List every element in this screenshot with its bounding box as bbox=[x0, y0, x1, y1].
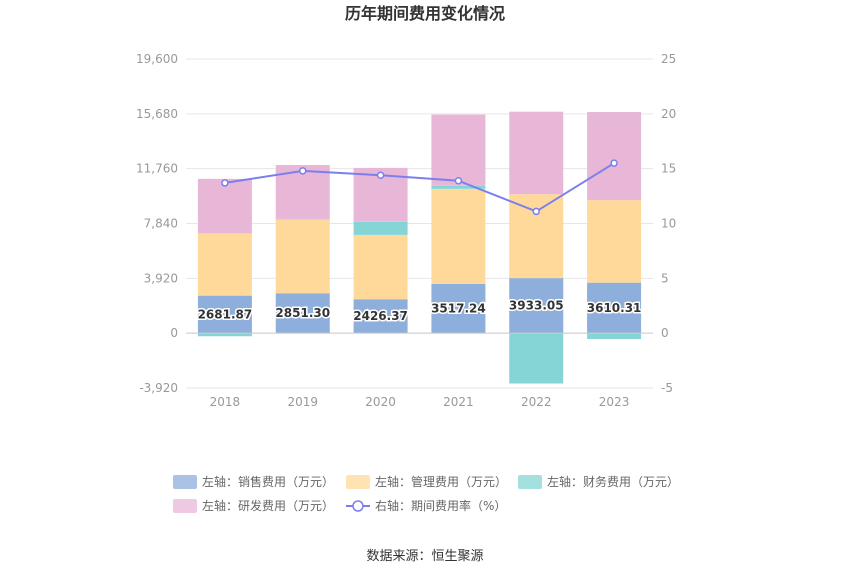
bar-segment[interactable] bbox=[431, 114, 486, 186]
bar-data-label: 2681.87 bbox=[198, 307, 253, 321]
legend-swatch bbox=[518, 475, 542, 489]
bar-segment[interactable] bbox=[509, 333, 564, 384]
bar-segment[interactable] bbox=[431, 283, 486, 334]
legend-item[interactable]: 左轴：研发费用（万元） bbox=[173, 498, 334, 513]
right-tick-label: 20 bbox=[661, 107, 676, 121]
legend-label: 左轴：财务费用（万元） bbox=[547, 474, 679, 489]
right-tick-label: 5 bbox=[661, 271, 669, 285]
rate-line-group bbox=[221, 159, 618, 216]
left-tick-label: 7,840 bbox=[144, 217, 178, 231]
bar-segment[interactable] bbox=[509, 278, 564, 334]
rate-point[interactable] bbox=[221, 179, 229, 187]
grid-lines bbox=[186, 58, 653, 389]
bar-segment[interactable] bbox=[431, 185, 486, 189]
x-tick-label: 2021 bbox=[443, 395, 474, 409]
bar-segment[interactable] bbox=[197, 333, 252, 337]
left-axis-ticks: -3,920 0 3,920 7,840 11,760 15,680 19,600 bbox=[136, 52, 178, 395]
x-tick-label: 2023 bbox=[599, 395, 630, 409]
x-axis-ticks: 2018 2019 2020 2021 2022 2023 bbox=[210, 395, 630, 409]
right-tick-label: 10 bbox=[661, 217, 676, 231]
x-tick-label: 2019 bbox=[287, 395, 318, 409]
rate-point[interactable] bbox=[299, 167, 307, 175]
right-tick-label: 15 bbox=[661, 162, 676, 176]
legend-label: 左轴：研发费用（万元） bbox=[202, 498, 334, 513]
x-tick-label: 2018 bbox=[210, 395, 241, 409]
rate-point[interactable] bbox=[532, 207, 540, 216]
bar-segment[interactable] bbox=[275, 219, 330, 294]
legend[interactable]: 左轴：销售费用（万元） 左轴：管理费用（万元） 左轴：财务费用（万元） 左轴：研发费用… bbox=[173, 474, 679, 513]
bar-segment[interactable] bbox=[353, 234, 408, 300]
bar-data-label: 3610.31 bbox=[587, 301, 642, 315]
x-tick-label: 2022 bbox=[521, 395, 552, 409]
x-tick-label: 2020 bbox=[365, 395, 396, 409]
bar-segment[interactable] bbox=[197, 295, 252, 334]
bar-data-label: 3517.24 bbox=[431, 302, 486, 316]
data-labels: 2681.87 2851.30 2426.37 3517.24 3933.05 3610.… bbox=[196, 297, 643, 325]
left-tick-label: 0 bbox=[170, 326, 178, 340]
bar-data-label: 3933.05 bbox=[509, 299, 564, 313]
left-tick-label: -3,920 bbox=[139, 381, 178, 395]
right-axis-ticks: -5 0 5 10 15 20 25 bbox=[661, 52, 676, 395]
legend-swatch bbox=[346, 475, 370, 489]
bar-data-label: 2426.37 bbox=[353, 309, 408, 323]
bar-segment[interactable] bbox=[353, 299, 408, 334]
bar-segment[interactable] bbox=[587, 112, 642, 201]
legend-item[interactable]: 左轴：销售费用（万元） bbox=[173, 474, 334, 489]
bar-segment[interactable] bbox=[587, 200, 642, 283]
legend-item[interactable]: 左轴：财务费用（万元） bbox=[518, 474, 679, 489]
legend-item[interactable]: 左轴：管理费用（万元） bbox=[346, 474, 507, 489]
chart-title: 历年期间费用变化情况 bbox=[345, 4, 505, 23]
bar-group bbox=[197, 111, 642, 384]
bar-segment[interactable] bbox=[509, 111, 564, 195]
legend-swatch bbox=[173, 475, 197, 489]
bar-segment[interactable] bbox=[275, 218, 330, 220]
legend-item[interactable]: 右轴：期间费用率（%） bbox=[346, 498, 506, 513]
rate-line bbox=[224, 162, 615, 213]
right-tick-label: 0 bbox=[661, 326, 669, 340]
left-tick-label: 11,760 bbox=[136, 162, 178, 176]
legend-marker bbox=[352, 500, 364, 512]
legend-label: 左轴：销售费用（万元） bbox=[202, 474, 334, 489]
left-tick-label: 3,920 bbox=[144, 271, 178, 285]
left-tick-label: 15,680 bbox=[136, 107, 178, 121]
left-tick-label: 19,600 bbox=[136, 52, 178, 66]
rate-point[interactable] bbox=[454, 176, 463, 185]
rate-point[interactable] bbox=[610, 159, 618, 167]
bar-segment[interactable] bbox=[197, 233, 252, 296]
bar-segment[interactable] bbox=[431, 188, 486, 284]
bar-segment[interactable] bbox=[587, 282, 642, 334]
bar-segment[interactable] bbox=[353, 221, 408, 235]
legend-label: 左轴：管理费用（万元） bbox=[375, 474, 507, 489]
rate-point[interactable] bbox=[376, 171, 385, 179]
bar-segment[interactable] bbox=[275, 293, 330, 334]
right-tick-label: -5 bbox=[661, 381, 673, 395]
bar-segment[interactable] bbox=[587, 333, 642, 340]
legend-label: 右轴：期间费用率（%） bbox=[375, 498, 506, 513]
bar-segment[interactable] bbox=[509, 194, 564, 279]
right-tick-label: 25 bbox=[661, 52, 676, 66]
bar-data-label: 2851.30 bbox=[275, 306, 330, 320]
source-note: 数据来源：恒生聚源 bbox=[366, 549, 483, 564]
bar-segment[interactable] bbox=[197, 178, 252, 234]
legend-swatch bbox=[173, 499, 197, 513]
